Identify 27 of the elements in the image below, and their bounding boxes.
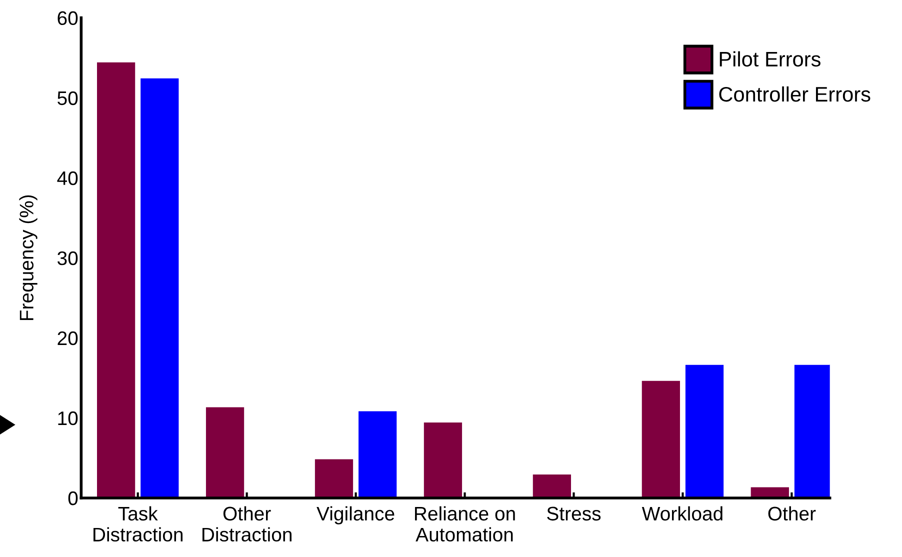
bar	[640, 380, 682, 498]
y-tick-label: 60	[58, 11, 78, 26]
x-tick-label: Other	[768, 506, 816, 521]
legend-label: Pilot Errors	[720, 51, 820, 67]
x-tick-label: Vigilance	[316, 506, 394, 524]
bar	[357, 410, 398, 498]
y-tick-label: 50	[58, 91, 78, 106]
bar	[204, 406, 246, 498]
legend-label: Controller Errors	[719, 86, 870, 102]
x-tick-label: Task Distraction	[94, 506, 183, 542]
y-tick-label: 0	[68, 491, 78, 506]
bar	[422, 421, 464, 498]
y-axis-title: Frequency (%)	[19, 195, 38, 320]
x-tick-label: Other Distraction	[202, 506, 292, 542]
bar	[684, 364, 725, 498]
bar	[532, 473, 572, 498]
y-tick-label: 30	[58, 251, 78, 266]
y-tick-label: 20	[58, 331, 78, 346]
bar	[139, 77, 180, 498]
x-tick-label: Stress	[547, 506, 601, 521]
bar	[96, 61, 136, 498]
bar	[750, 486, 790, 498]
x-tick-label: Workload	[642, 506, 722, 521]
y-tick-label: 10	[58, 411, 78, 426]
x-tick-label: Reliance on Automation	[415, 506, 515, 542]
bar	[314, 458, 354, 498]
y-tick-label: 40	[57, 171, 78, 186]
